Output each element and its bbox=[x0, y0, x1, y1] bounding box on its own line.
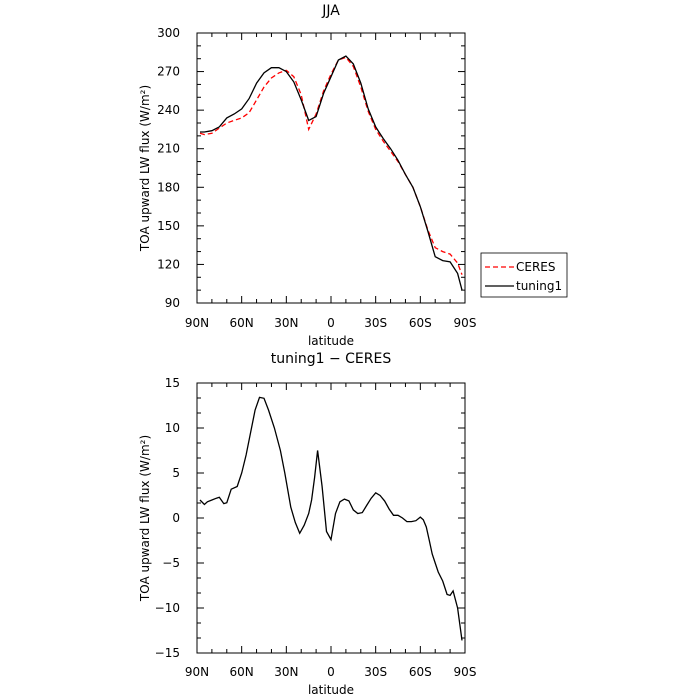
plot-frame bbox=[196, 32, 466, 304]
x-tick-label: 30N bbox=[274, 665, 298, 679]
y-tick-label: −5 bbox=[162, 556, 180, 570]
x-tick-label: 60S bbox=[409, 316, 432, 330]
x-tick-label: 30S bbox=[364, 316, 387, 330]
x-tick-label: 30N bbox=[274, 316, 298, 330]
chart-panel-2: tuning1 − CERES 90N 60N 30N 0 30S 60S 90S −15 −10… bbox=[138, 351, 476, 697]
chart-title: tuning1 − CERES bbox=[271, 351, 392, 367]
chart-panel-1: JJA 90N 60N 30N 0 30S 60S 90S 90 120 150 180 210 240 2… bbox=[138, 3, 568, 348]
x-tick-label: 60N bbox=[230, 665, 254, 679]
y-tick-label: 180 bbox=[157, 180, 180, 194]
y-axis-label: TOA upward LW flux (W/m²) bbox=[138, 435, 152, 602]
series-line-ceres bbox=[199, 56, 463, 275]
chart-title: JJA bbox=[321, 3, 340, 19]
x-tick-label: 90S bbox=[454, 665, 477, 679]
legend-label: CERES bbox=[516, 260, 556, 274]
y-tick-label: 300 bbox=[157, 26, 180, 40]
x-tick-label: 90S bbox=[454, 316, 477, 330]
legend: CERES tuning1 bbox=[480, 252, 568, 298]
y-tick-label: 270 bbox=[157, 65, 180, 79]
y-axis-label: TOA upward LW flux (W/m²) bbox=[138, 85, 152, 252]
y-tick-label: 240 bbox=[157, 103, 180, 117]
y-tick-label: −10 bbox=[155, 601, 180, 615]
y-tick-label: −15 bbox=[155, 646, 180, 660]
x-tick-label: 90N bbox=[185, 316, 209, 330]
x-tick-label: 90N bbox=[185, 665, 209, 679]
series-line-tuning1 bbox=[200, 55, 463, 291]
x-tick-label: 60N bbox=[230, 316, 254, 330]
y-tick-label: 150 bbox=[157, 219, 180, 233]
y-tick-label: 10 bbox=[165, 421, 180, 435]
x-tick-label: 30S bbox=[364, 665, 387, 679]
x-tick-label: 60S bbox=[409, 665, 432, 679]
x-axis-label: latitude bbox=[308, 334, 354, 348]
y-tick-label: 120 bbox=[157, 257, 180, 271]
x-axis-label: latitude bbox=[308, 683, 354, 697]
legend-box bbox=[480, 252, 568, 298]
legend-label: tuning1 bbox=[516, 279, 562, 293]
x-tick-label: 0 bbox=[327, 316, 335, 330]
plot-frame bbox=[196, 382, 466, 654]
y-tick-label: 15 bbox=[165, 376, 180, 390]
series-line-1 bbox=[199, 396, 463, 641]
y-tick-label: 0 bbox=[172, 511, 180, 525]
y-tick-label: 90 bbox=[165, 296, 180, 310]
y-tick-label: 5 bbox=[172, 466, 180, 480]
x-tick-label: 0 bbox=[327, 665, 335, 679]
y-tick-label: 210 bbox=[157, 142, 180, 156]
